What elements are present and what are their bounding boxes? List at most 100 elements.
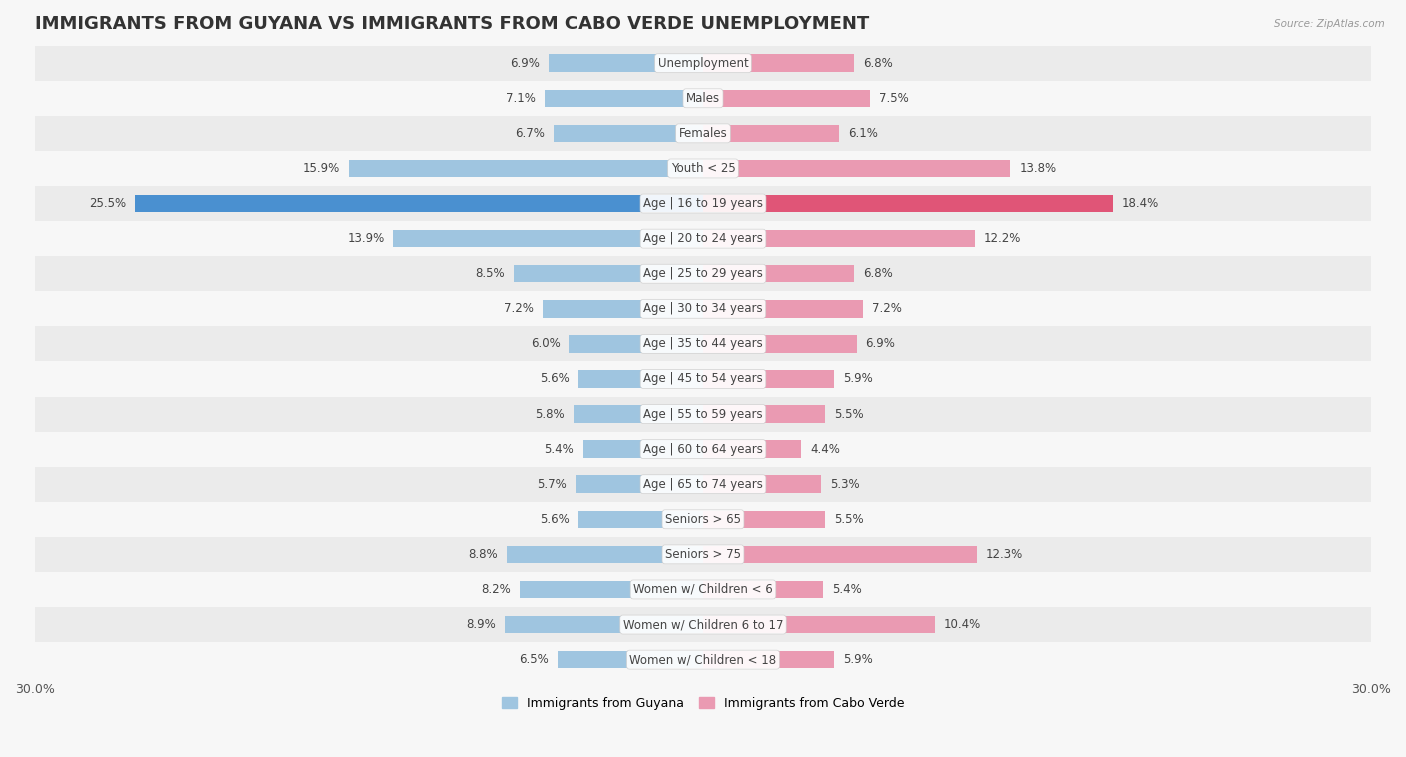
Text: 8.5%: 8.5% [475, 267, 505, 280]
Text: 5.5%: 5.5% [834, 407, 865, 421]
Text: 7.1%: 7.1% [506, 92, 536, 104]
Bar [703, 405, 825, 423]
Bar [574, 405, 703, 423]
Bar [508, 546, 703, 563]
Text: Women w/ Children 6 to 17: Women w/ Children 6 to 17 [623, 618, 783, 631]
Bar [703, 546, 977, 563]
Bar [703, 300, 863, 318]
Text: 6.8%: 6.8% [863, 267, 893, 280]
Bar [35, 291, 1371, 326]
Bar [703, 230, 974, 248]
Text: 5.9%: 5.9% [844, 653, 873, 666]
Text: 8.2%: 8.2% [482, 583, 512, 596]
Text: Unemployment: Unemployment [658, 57, 748, 70]
Text: 5.4%: 5.4% [832, 583, 862, 596]
Bar [703, 615, 935, 634]
Bar [35, 116, 1371, 151]
Bar [576, 475, 703, 493]
Text: Age | 16 to 19 years: Age | 16 to 19 years [643, 197, 763, 210]
Text: Age | 45 to 54 years: Age | 45 to 54 years [643, 372, 763, 385]
Bar [703, 125, 839, 142]
Text: 5.6%: 5.6% [540, 372, 569, 385]
Bar [35, 151, 1371, 186]
Bar [703, 510, 825, 528]
Bar [550, 55, 703, 72]
Text: 12.3%: 12.3% [986, 548, 1024, 561]
Bar [35, 537, 1371, 572]
Text: 5.7%: 5.7% [537, 478, 567, 491]
Text: 6.8%: 6.8% [863, 57, 893, 70]
Bar [35, 466, 1371, 502]
Text: Youth < 25: Youth < 25 [671, 162, 735, 175]
Text: 13.9%: 13.9% [347, 232, 385, 245]
Text: 6.0%: 6.0% [530, 338, 561, 350]
Bar [135, 195, 703, 212]
Bar [703, 475, 821, 493]
Text: 13.8%: 13.8% [1019, 162, 1056, 175]
Bar [513, 265, 703, 282]
Bar [505, 615, 703, 634]
Text: 8.9%: 8.9% [467, 618, 496, 631]
Text: 15.9%: 15.9% [302, 162, 340, 175]
Bar [703, 89, 870, 107]
Text: 5.5%: 5.5% [834, 512, 865, 526]
Bar [546, 89, 703, 107]
Text: 7.2%: 7.2% [872, 302, 903, 316]
Bar [569, 335, 703, 353]
Text: 6.5%: 6.5% [520, 653, 550, 666]
Text: 5.4%: 5.4% [544, 443, 574, 456]
Text: 6.9%: 6.9% [510, 57, 540, 70]
Text: Females: Females [679, 127, 727, 140]
Text: 6.9%: 6.9% [866, 338, 896, 350]
Text: Women w/ Children < 18: Women w/ Children < 18 [630, 653, 776, 666]
Text: 12.2%: 12.2% [984, 232, 1021, 245]
Bar [543, 300, 703, 318]
Bar [703, 55, 855, 72]
Bar [35, 221, 1371, 256]
Bar [703, 441, 801, 458]
Text: Age | 20 to 24 years: Age | 20 to 24 years [643, 232, 763, 245]
Text: Seniors > 75: Seniors > 75 [665, 548, 741, 561]
Bar [703, 160, 1011, 177]
Bar [35, 572, 1371, 607]
Text: Age | 35 to 44 years: Age | 35 to 44 years [643, 338, 763, 350]
Text: Age | 55 to 59 years: Age | 55 to 59 years [643, 407, 763, 421]
Text: 10.4%: 10.4% [943, 618, 981, 631]
Bar [35, 607, 1371, 642]
Text: Age | 60 to 64 years: Age | 60 to 64 years [643, 443, 763, 456]
Text: Age | 65 to 74 years: Age | 65 to 74 years [643, 478, 763, 491]
Bar [35, 256, 1371, 291]
Text: Age | 30 to 34 years: Age | 30 to 34 years [643, 302, 763, 316]
Bar [349, 160, 703, 177]
Bar [35, 361, 1371, 397]
Text: 6.7%: 6.7% [515, 127, 546, 140]
Bar [520, 581, 703, 598]
Legend: Immigrants from Guyana, Immigrants from Cabo Verde: Immigrants from Guyana, Immigrants from … [496, 692, 910, 715]
Bar [35, 326, 1371, 361]
Bar [394, 230, 703, 248]
Text: Males: Males [686, 92, 720, 104]
Bar [578, 510, 703, 528]
Bar [35, 642, 1371, 678]
Bar [558, 651, 703, 668]
Bar [35, 502, 1371, 537]
Text: IMMIGRANTS FROM GUYANA VS IMMIGRANTS FROM CABO VERDE UNEMPLOYMENT: IMMIGRANTS FROM GUYANA VS IMMIGRANTS FRO… [35, 15, 869, 33]
Bar [703, 195, 1112, 212]
Bar [35, 45, 1371, 81]
Text: 5.8%: 5.8% [536, 407, 565, 421]
Text: Source: ZipAtlas.com: Source: ZipAtlas.com [1274, 19, 1385, 29]
Text: 5.3%: 5.3% [830, 478, 859, 491]
Text: 7.5%: 7.5% [879, 92, 908, 104]
Text: 5.9%: 5.9% [844, 372, 873, 385]
Text: 5.6%: 5.6% [540, 512, 569, 526]
Text: Age | 25 to 29 years: Age | 25 to 29 years [643, 267, 763, 280]
Text: 18.4%: 18.4% [1122, 197, 1159, 210]
Text: 8.8%: 8.8% [468, 548, 498, 561]
Text: 6.1%: 6.1% [848, 127, 877, 140]
Text: Women w/ Children < 6: Women w/ Children < 6 [633, 583, 773, 596]
Bar [703, 265, 855, 282]
Bar [703, 581, 824, 598]
Text: 7.2%: 7.2% [503, 302, 534, 316]
Bar [35, 431, 1371, 466]
Text: 4.4%: 4.4% [810, 443, 839, 456]
